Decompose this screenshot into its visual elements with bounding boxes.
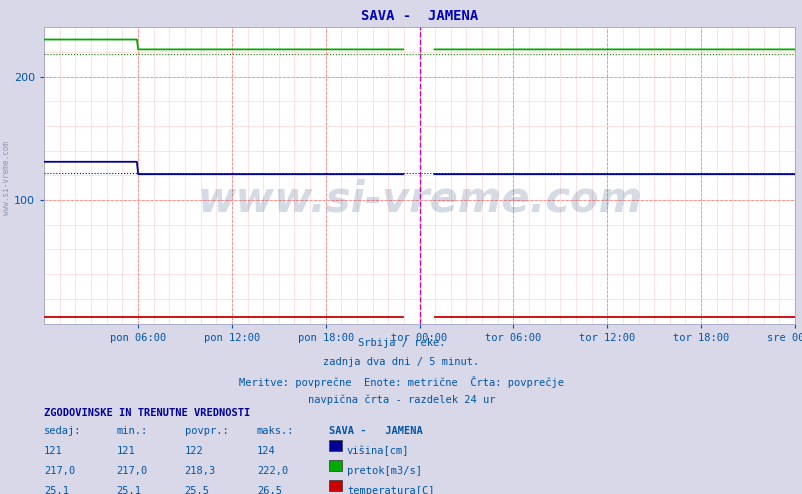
Text: zadnja dva dni / 5 minut.: zadnja dva dni / 5 minut. [323, 357, 479, 367]
Text: temperatura[C]: temperatura[C] [346, 486, 434, 494]
Text: navpična črta - razdelek 24 ur: navpična črta - razdelek 24 ur [307, 395, 495, 405]
Text: 25,1: 25,1 [116, 486, 141, 494]
Text: 124: 124 [257, 446, 275, 456]
Text: povpr.:: povpr.: [184, 426, 228, 436]
Text: 26,5: 26,5 [257, 486, 282, 494]
Text: min.:: min.: [116, 426, 148, 436]
Text: 222,0: 222,0 [257, 466, 288, 476]
Text: SAVA -   JAMENA: SAVA - JAMENA [329, 426, 423, 436]
Text: sedaj:: sedaj: [44, 426, 82, 436]
Text: www.si-vreme.com: www.si-vreme.com [196, 178, 642, 220]
Text: 121: 121 [116, 446, 135, 456]
Text: maks.:: maks.: [257, 426, 294, 436]
Text: pretok[m3/s]: pretok[m3/s] [346, 466, 421, 476]
Title: SAVA -  JAMENA: SAVA - JAMENA [360, 9, 478, 23]
Text: www.si-vreme.com: www.si-vreme.com [2, 141, 11, 215]
Text: 217,0: 217,0 [116, 466, 148, 476]
Text: 218,3: 218,3 [184, 466, 216, 476]
Text: Srbija / reke.: Srbija / reke. [358, 338, 444, 348]
Text: 25,5: 25,5 [184, 486, 209, 494]
Text: 121: 121 [44, 446, 63, 456]
Text: višina[cm]: višina[cm] [346, 446, 409, 456]
Text: ZGODOVINSKE IN TRENUTNE VREDNOSTI: ZGODOVINSKE IN TRENUTNE VREDNOSTI [44, 408, 250, 417]
Text: 217,0: 217,0 [44, 466, 75, 476]
Text: 122: 122 [184, 446, 203, 456]
Text: Meritve: povprečne  Enote: metrične  Črta: povprečje: Meritve: povprečne Enote: metrične Črta:… [239, 376, 563, 388]
Text: 25,1: 25,1 [44, 486, 69, 494]
